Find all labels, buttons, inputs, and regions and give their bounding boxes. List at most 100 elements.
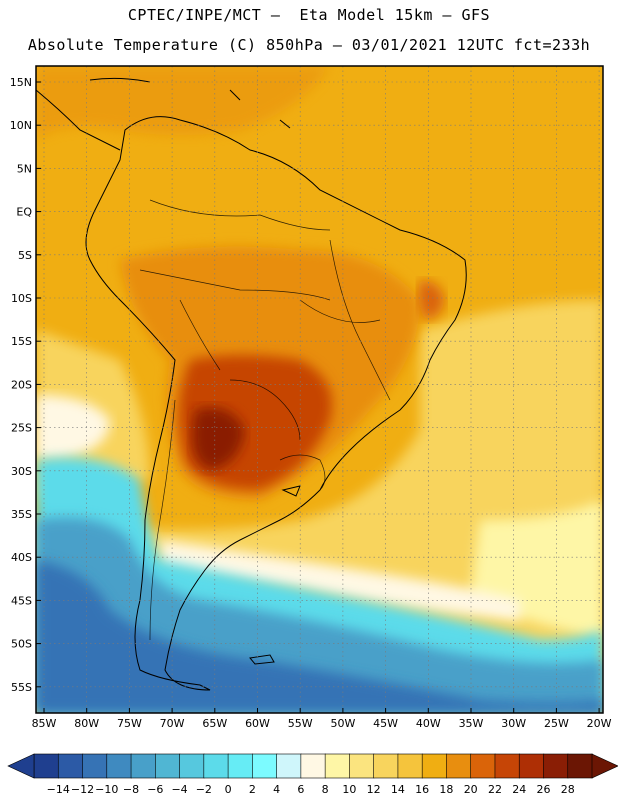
colorbar-swatch (494, 753, 520, 779)
colorbar-label: −8 (123, 783, 139, 796)
colorbar-labels: −14 −12 −10 −8 −6 −4 −2 0 2 4 6 8 10 12 14 16 18 20 22 24 26… (47, 783, 575, 796)
colorbar-min-arrow (7, 753, 35, 779)
lat-label: EQ (16, 206, 32, 219)
colorbar-label: 0 (225, 783, 232, 796)
colorbar-swatch (276, 753, 302, 779)
temperature-map: 15N 10N 5N EQ 5S 10S 15S 20S 25S 30S 35S 40S 45S 50S 5… (10, 65, 612, 730)
longitude-labels: 85W 80W 75W 70W 65W 60W 55W 50W 45W 40W 35W 30W 25W 2… (32, 708, 612, 730)
lon-label: 80W (74, 717, 99, 730)
colorbar-label: 20 (464, 783, 478, 796)
latitude-labels: 15N 10N 5N EQ 5S 10S 15S 20S 25S 30S 35S 40S 45S 50S 5… (10, 76, 41, 694)
colorbar-swatch (543, 753, 569, 779)
field-hottest-core (192, 407, 245, 470)
title-line-1: CPTEC/INPE/MCT – Eta Model 15km – GFS (127, 6, 491, 24)
colorbar-label: 16 (415, 783, 429, 796)
lat-label: 30S (11, 465, 32, 478)
colorbar-swatch (82, 753, 108, 779)
field-blue-south (36, 560, 603, 713)
lon-label: 45W (373, 717, 398, 730)
colorbar-label: 2 (249, 783, 256, 796)
lon-label: 20W (587, 717, 612, 730)
lat-label: 15S (11, 335, 32, 348)
colorbar-label: 8 (322, 783, 329, 796)
colorbar-swatch (421, 753, 448, 779)
colorbar-label: 24 (512, 783, 526, 796)
colorbar-swatch (227, 753, 254, 779)
colorbar-label: 18 (439, 783, 453, 796)
colorbar-swatch (252, 753, 278, 779)
colorbar-label: −6 (147, 783, 163, 796)
colorbar-swatch (349, 753, 375, 779)
colorbar-swatch (567, 753, 593, 779)
lon-label: 50W (330, 717, 355, 730)
colorbar-label: 28 (561, 783, 575, 796)
colorbar-swatch (397, 753, 423, 779)
lat-label: 35S (11, 508, 32, 521)
border-brazil-states (299, 239, 391, 401)
south-america-outline (85, 116, 467, 691)
lat-label: 5N (17, 162, 32, 175)
lon-label: 75W (117, 717, 142, 730)
border-north (149, 199, 331, 231)
lon-label: 30W (501, 717, 526, 730)
colorbar-swatch (300, 753, 326, 779)
colorbar-swatch (57, 753, 84, 779)
colorbar-label: 10 (342, 783, 356, 796)
title-line-2: Absolute Temperature (C) 850hPa – 03/01/… (27, 36, 591, 54)
lat-label: 25S (11, 422, 32, 435)
lat-label: 15N (10, 76, 32, 89)
lat-label: 20S (11, 378, 32, 391)
colorbar-label: 26 (536, 783, 550, 796)
border-argentina-chile (149, 399, 176, 641)
lon-label: 60W (245, 717, 270, 730)
lat-label: 10S (11, 292, 32, 305)
lon-label: 70W (160, 717, 185, 730)
colorbar-label: 6 (297, 783, 304, 796)
borders (139, 199, 391, 641)
coastlines (35, 77, 467, 691)
graticule (36, 66, 603, 713)
colorbar-label: −14 (47, 783, 70, 796)
field-cream-south (160, 540, 520, 620)
colorbar-label: 4 (273, 783, 280, 796)
colorbar-swatch (33, 753, 59, 779)
lon-label: 55W (288, 717, 313, 730)
central-america-outline (35, 89, 121, 151)
colorbar-swatch (518, 753, 545, 779)
colorbar-swatch (373, 753, 399, 779)
colorbar-swatch (470, 753, 496, 779)
colorbar-label: −10 (95, 783, 118, 796)
lon-label: 85W (32, 717, 57, 730)
colorbar-label: 12 (367, 783, 381, 796)
colorbar: −14 −12 −10 −8 −6 −4 −2 0 2 4 6 8 10 12 14 16 18 20 22 24 26… (7, 753, 618, 796)
lat-label: 45S (11, 594, 32, 607)
lon-label: 65W (202, 717, 227, 730)
caribbean-outline (89, 77, 291, 129)
colorbar-swatch (203, 753, 229, 779)
colorbar-swatch (179, 753, 205, 779)
field-deep-orange-north (36, 66, 330, 140)
lon-label: 25W (544, 717, 569, 730)
colorbar-swatch (155, 753, 181, 779)
border-west (139, 269, 331, 301)
lat-label: 50S (11, 638, 32, 651)
lat-label: 5S (18, 249, 32, 262)
falklands-outline (249, 654, 275, 665)
border-uruguay (279, 454, 326, 491)
temperature-field (36, 66, 603, 713)
map-frame (35, 65, 604, 714)
colorbar-label: −12 (71, 783, 94, 796)
field-hot-northeast (418, 280, 445, 320)
colorbar-label: 14 (391, 783, 405, 796)
colorbar-swatch (324, 753, 351, 779)
border-bolivia-paraguay (229, 379, 301, 441)
colorbar-label: 22 (488, 783, 502, 796)
lat-label: 10N (10, 119, 32, 132)
border-peru-bolivia (179, 299, 221, 371)
colorbar-max-arrow (591, 753, 618, 779)
colorbar-swatch (446, 753, 472, 779)
lon-label: 40W (416, 717, 441, 730)
colorbar-label: −2 (196, 783, 212, 796)
lagoa-outline (281, 485, 301, 497)
colorbar-swatch (130, 753, 157, 779)
